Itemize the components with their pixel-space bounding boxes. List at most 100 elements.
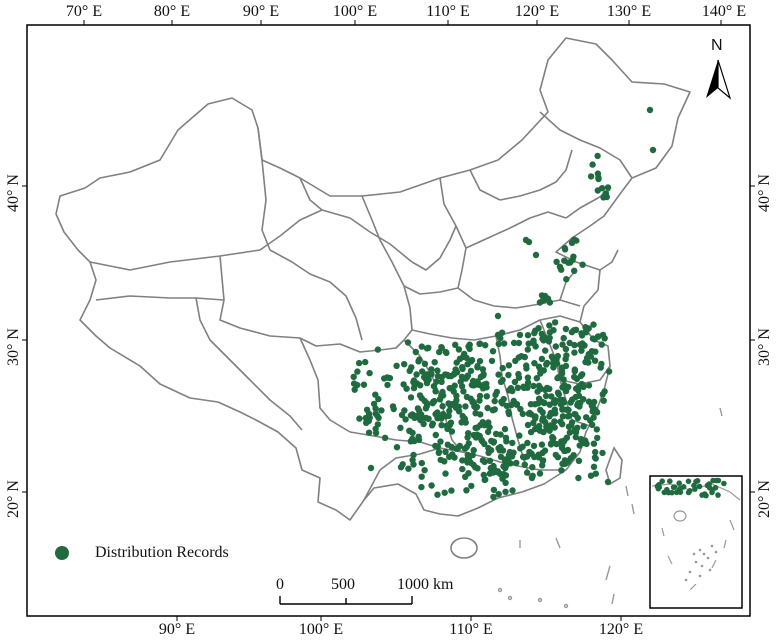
distribution-point — [455, 403, 462, 410]
distribution-point — [381, 434, 389, 441]
distribution-point — [477, 411, 484, 418]
distribution-point — [490, 493, 497, 501]
distribution-point — [515, 339, 523, 347]
distribution-point — [539, 462, 546, 469]
distribution-point — [573, 385, 580, 392]
distribution-point — [484, 404, 491, 412]
distribution-point — [574, 402, 581, 409]
distribution-point — [476, 357, 484, 365]
distribution-point — [558, 467, 565, 474]
distribution-point — [563, 459, 570, 466]
scale-label-500: 500 — [331, 576, 355, 593]
distribution-point — [415, 436, 423, 444]
distribution-point — [489, 407, 496, 414]
distribution-point — [531, 453, 538, 461]
distribution-point — [576, 341, 584, 348]
distribution-point — [505, 408, 512, 415]
distribution-point — [418, 483, 425, 491]
distribution-point — [524, 453, 531, 460]
distribution-point — [452, 366, 459, 373]
distribution-point — [604, 184, 612, 191]
province-boundaries — [55, 37, 691, 521]
distribution-point — [572, 393, 579, 401]
distribution-point — [474, 378, 481, 385]
distribution-point — [386, 374, 394, 382]
distribution-point — [409, 456, 416, 464]
distribution-point — [428, 422, 436, 429]
distribution-point — [589, 421, 596, 428]
distribution-point — [354, 368, 361, 375]
distribution-point — [470, 447, 477, 454]
distribution-point — [510, 449, 517, 456]
distribution-point — [553, 258, 560, 265]
distribution-point — [589, 335, 597, 342]
distribution-point — [499, 364, 506, 372]
distribution-point — [494, 331, 502, 338]
distribution-point — [511, 378, 519, 386]
distribution-point — [524, 332, 532, 339]
distribution-point — [715, 492, 721, 498]
distribution-point — [434, 491, 441, 498]
distribution-point — [546, 329, 554, 336]
distribution-point — [505, 452, 513, 460]
distribution-point — [434, 367, 441, 374]
distribution-point — [482, 342, 489, 349]
distribution-point — [587, 472, 595, 479]
distribution-point — [419, 368, 426, 375]
distribution-point — [507, 385, 515, 392]
distribution-point — [539, 449, 546, 457]
distribution-point — [434, 409, 441, 416]
distribution-point — [594, 170, 602, 177]
distribution-point — [468, 482, 475, 490]
distribution-point — [602, 192, 609, 199]
distribution-point — [521, 461, 528, 468]
distribution-point — [558, 438, 565, 445]
distribution-point — [412, 348, 419, 356]
distribution-point — [490, 462, 497, 470]
distribution-point — [502, 479, 509, 486]
distribution-point — [583, 440, 590, 448]
distribution-point — [594, 152, 601, 160]
distribution-point — [480, 471, 487, 479]
distribution-point — [442, 448, 449, 456]
distribution-point — [404, 339, 412, 346]
distribution-point — [590, 463, 598, 470]
distribution-point — [546, 401, 553, 408]
distribution-point — [389, 403, 397, 410]
distribution-point — [598, 341, 605, 348]
top-tick-label: 80° E — [153, 3, 191, 20]
distribution-point — [552, 343, 559, 350]
north-arrow-icon — [706, 59, 732, 100]
distribution-point — [562, 355, 569, 363]
distribution-point — [562, 362, 570, 370]
distribution-point — [567, 399, 574, 406]
distribution-point — [495, 490, 502, 498]
distribution-point — [499, 376, 506, 384]
distribution-point — [418, 473, 425, 480]
distribution-point — [490, 486, 498, 494]
distribution-point — [436, 348, 443, 356]
distribution-point — [464, 434, 471, 441]
distribution-point — [560, 399, 568, 406]
distribution-point — [530, 382, 537, 390]
distribution-point — [583, 414, 590, 421]
distribution-point — [574, 424, 581, 431]
distribution-point — [540, 337, 547, 344]
distribution-point — [355, 359, 363, 367]
distribution-point — [571, 373, 578, 381]
distribution-point — [372, 429, 380, 437]
left-tick-label: 30° N — [5, 328, 22, 366]
left-tick-label: 40° N — [5, 174, 22, 212]
distribution-point — [442, 413, 450, 420]
distribution-point — [599, 449, 606, 457]
distribution-point — [460, 417, 467, 424]
distribution-point — [712, 484, 719, 491]
distribution-point — [605, 368, 613, 375]
top-tick-label: 120° E — [514, 3, 560, 20]
distribution-point — [481, 440, 488, 448]
distribution-point — [500, 463, 507, 470]
distribution-point — [538, 441, 546, 448]
distribution-point — [460, 388, 467, 395]
distribution-point — [467, 395, 474, 402]
distribution-point — [578, 347, 585, 354]
